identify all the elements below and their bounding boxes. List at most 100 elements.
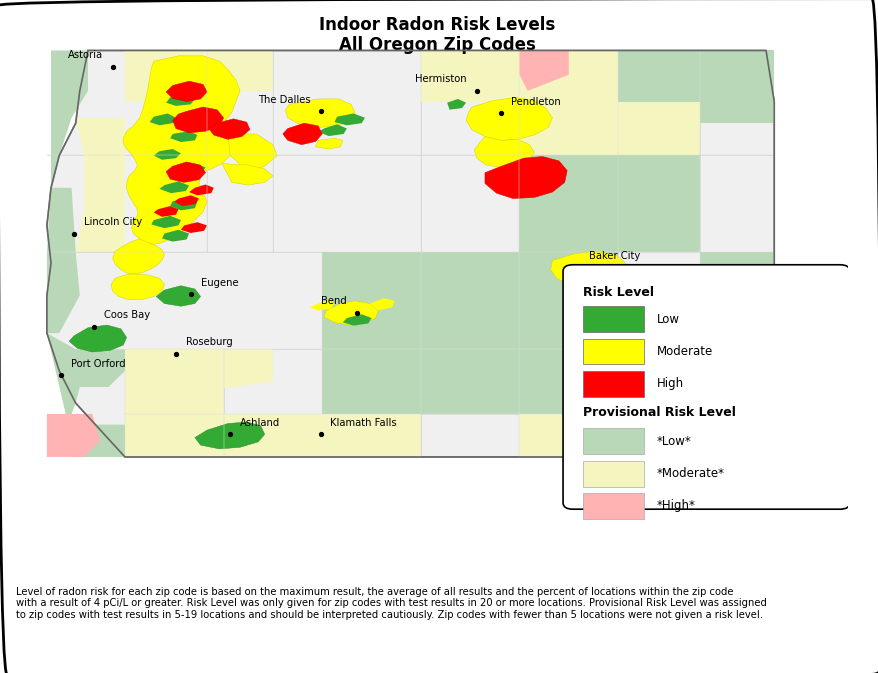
Polygon shape [174, 195, 198, 206]
Polygon shape [125, 50, 207, 102]
Polygon shape [47, 414, 100, 457]
Polygon shape [149, 114, 176, 125]
Bar [582, 371, 644, 396]
Polygon shape [47, 188, 76, 252]
Text: All Oregon Zip Codes: All Oregon Zip Codes [339, 36, 535, 55]
Polygon shape [156, 286, 200, 306]
Polygon shape [172, 107, 223, 133]
Polygon shape [181, 222, 207, 233]
Polygon shape [519, 50, 568, 91]
Bar [582, 493, 644, 519]
FancyBboxPatch shape [563, 264, 849, 509]
Polygon shape [700, 252, 774, 349]
Polygon shape [551, 251, 626, 287]
Polygon shape [170, 131, 197, 142]
Polygon shape [323, 301, 378, 325]
Polygon shape [69, 325, 126, 352]
Polygon shape [519, 50, 585, 102]
Text: *Low*: *Low* [656, 435, 691, 448]
Polygon shape [322, 414, 421, 457]
Polygon shape [335, 114, 364, 125]
Polygon shape [617, 102, 700, 155]
Polygon shape [421, 349, 519, 414]
Polygon shape [154, 206, 178, 217]
Polygon shape [617, 50, 700, 123]
Polygon shape [700, 349, 774, 414]
Polygon shape [177, 164, 205, 175]
Text: *High*: *High* [656, 499, 694, 512]
Text: Roseburg: Roseburg [185, 337, 233, 347]
Polygon shape [154, 149, 181, 160]
Polygon shape [519, 50, 617, 102]
Bar [582, 429, 644, 454]
Polygon shape [76, 118, 125, 155]
Polygon shape [310, 299, 335, 310]
Text: Pendleton: Pendleton [511, 97, 560, 107]
Polygon shape [151, 216, 181, 228]
Polygon shape [162, 229, 189, 242]
Polygon shape [170, 199, 197, 211]
Polygon shape [166, 162, 205, 182]
Text: Lincoln City: Lincoln City [83, 217, 142, 227]
Polygon shape [207, 50, 272, 91]
Polygon shape [700, 50, 774, 123]
Text: The Dalles: The Dalles [258, 95, 311, 105]
Polygon shape [315, 138, 342, 149]
Polygon shape [283, 123, 322, 145]
Polygon shape [739, 435, 769, 453]
Polygon shape [519, 102, 617, 155]
Text: Ashland: Ashland [240, 418, 280, 428]
Polygon shape [123, 56, 240, 244]
Polygon shape [318, 125, 347, 136]
Polygon shape [189, 184, 213, 195]
Polygon shape [76, 209, 125, 252]
Text: Astoria: Astoria [68, 50, 103, 60]
Text: Baker City: Baker City [588, 251, 639, 261]
Polygon shape [125, 349, 223, 387]
Polygon shape [159, 181, 189, 193]
Polygon shape [421, 252, 519, 349]
Bar [582, 461, 644, 487]
Polygon shape [519, 414, 617, 457]
Text: Klamath Falls: Klamath Falls [330, 418, 397, 428]
Polygon shape [370, 298, 394, 310]
Polygon shape [83, 155, 125, 209]
Text: Provisional Risk Level: Provisional Risk Level [582, 406, 735, 419]
Polygon shape [47, 252, 80, 333]
Polygon shape [465, 98, 551, 141]
Polygon shape [166, 81, 207, 102]
Polygon shape [125, 349, 223, 414]
Bar [582, 339, 644, 364]
Text: Hermiston: Hermiston [414, 75, 466, 84]
Polygon shape [726, 417, 755, 431]
Text: Moderate: Moderate [656, 345, 712, 358]
Polygon shape [474, 137, 534, 168]
Polygon shape [700, 414, 749, 457]
Text: Coos Bay: Coos Bay [104, 310, 149, 320]
Polygon shape [47, 50, 774, 457]
Text: Port Orford: Port Orford [70, 359, 126, 369]
Polygon shape [227, 134, 277, 172]
Text: Indoor Radon Risk Levels: Indoor Radon Risk Levels [319, 16, 555, 34]
Polygon shape [47, 333, 125, 457]
Text: Level of radon risk for each zip code is based on the maximum result, the averag: Level of radon risk for each zip code is… [16, 587, 766, 620]
Polygon shape [421, 50, 519, 102]
Text: Bend: Bend [320, 296, 347, 306]
Polygon shape [51, 50, 88, 188]
Polygon shape [222, 164, 272, 185]
Polygon shape [617, 349, 700, 414]
Polygon shape [519, 349, 617, 414]
Polygon shape [166, 95, 195, 106]
Text: Risk Level: Risk Level [582, 286, 653, 299]
Polygon shape [617, 155, 700, 252]
Polygon shape [111, 274, 164, 299]
Text: High: High [656, 378, 683, 390]
Polygon shape [209, 119, 249, 139]
Polygon shape [342, 314, 371, 326]
Bar [582, 306, 644, 332]
Polygon shape [223, 414, 322, 457]
Polygon shape [485, 157, 566, 199]
Polygon shape [285, 99, 355, 127]
Polygon shape [322, 252, 421, 349]
Polygon shape [125, 414, 223, 457]
